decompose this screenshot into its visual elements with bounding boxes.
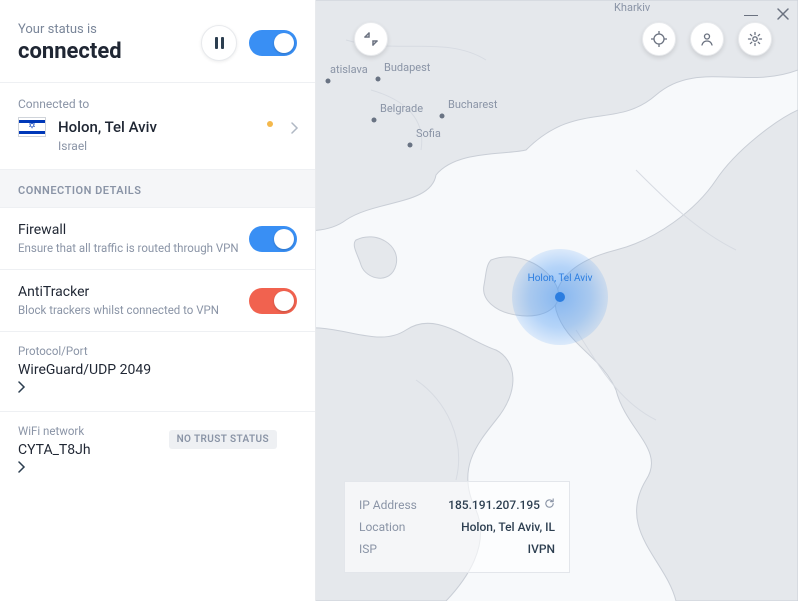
city-label: atislava [330,63,368,76]
pause-button[interactable] [201,25,237,61]
city-label: Sofia [416,127,441,140]
status-label: Your status is [18,22,122,37]
sidebar: Your status is connected Connected to ✡ … [0,0,316,601]
antitracker-title: AntiTracker [18,284,219,300]
info-row: Location Holon, Tel Aviv, IL [359,516,555,538]
info-card: IP Address 185.191.207.195 Location Holon, … [344,481,570,573]
ping-indicator [267,121,273,127]
account-button[interactable] [690,22,724,56]
connection-toggle[interactable] [249,30,297,56]
refresh-ip-button[interactable] [544,498,555,512]
connected-to-label: Connected to [18,97,297,111]
info-value: Holon, Tel Aviv, IL [461,520,555,534]
city-label: Budapest [384,61,431,74]
minimize-button[interactable] [744,15,758,17]
firewall-row: Firewall Ensure that all traffic is rout… [0,208,315,270]
protocol-value: WireGuard/UDP 2049 [18,362,297,378]
city-dot [372,118,377,123]
connection-details-header: CONNECTION DETAILS [0,170,315,208]
city-dot [326,79,331,84]
wifi-trust-badge: NO TRUST STATUS [169,430,277,449]
info-key: Location [359,520,405,534]
chevron-right-icon [18,378,297,397]
chevron-right-icon [291,119,299,138]
antitracker-toggle[interactable] [249,288,297,314]
location-pulse-label: Holon, Tel Aviv [512,273,608,284]
antitracker-row: AntiTracker Block trackers whilst connec… [0,270,315,332]
locate-button[interactable] [642,22,676,56]
info-value: 185.191.207.195 [448,498,555,512]
collapse-map-button[interactable] [354,22,388,56]
info-key: IP Address [359,498,417,512]
gear-icon [747,31,763,47]
protocol-label: Protocol/Port [18,344,297,358]
user-icon [699,31,715,47]
server-selector[interactable]: Connected to ✡ Holon, Tel Aviv Israel [0,83,315,170]
info-key: ISP [359,542,377,556]
shrink-icon [364,32,378,46]
firewall-toggle[interactable] [249,226,297,252]
status-block: Your status is connected [0,0,315,83]
settings-button[interactable] [738,22,772,56]
map-pane[interactable]: Kharkiv atislava Budapest Belgrade Bucharest… [316,0,798,601]
flag-icon: ✡ [18,117,46,137]
city-dot [408,143,413,148]
server-country: Israel [58,139,297,153]
antitracker-subtitle: Block trackers whilst connected to VPN [18,303,219,317]
wifi-selector[interactable]: WiFi network CYTA_T8Jh NO TRUST STATUS [0,412,315,491]
city-label: Bucharest [448,98,498,111]
city-dot [440,114,445,119]
info-row: IP Address 185.191.207.195 [359,494,555,516]
close-button[interactable] [776,6,790,25]
status-value: connected [18,39,122,64]
city-label: Kharkiv [614,1,651,14]
city-dot [376,77,381,82]
pause-icon [215,37,224,49]
protocol-selector[interactable]: Protocol/Port WireGuard/UDP 2049 [0,332,315,412]
chevron-right-icon [18,458,297,477]
firewall-title: Firewall [18,222,239,238]
city-label: Belgrade [380,102,423,115]
firewall-subtitle: Ensure that all traffic is routed throug… [18,241,239,255]
server-city: Holon, Tel Aviv [58,118,157,136]
info-value: IVPN [528,542,555,556]
location-pulse: Holon, Tel Aviv [512,249,608,345]
crosshair-icon [651,31,667,47]
info-row: ISP IVPN [359,538,555,560]
